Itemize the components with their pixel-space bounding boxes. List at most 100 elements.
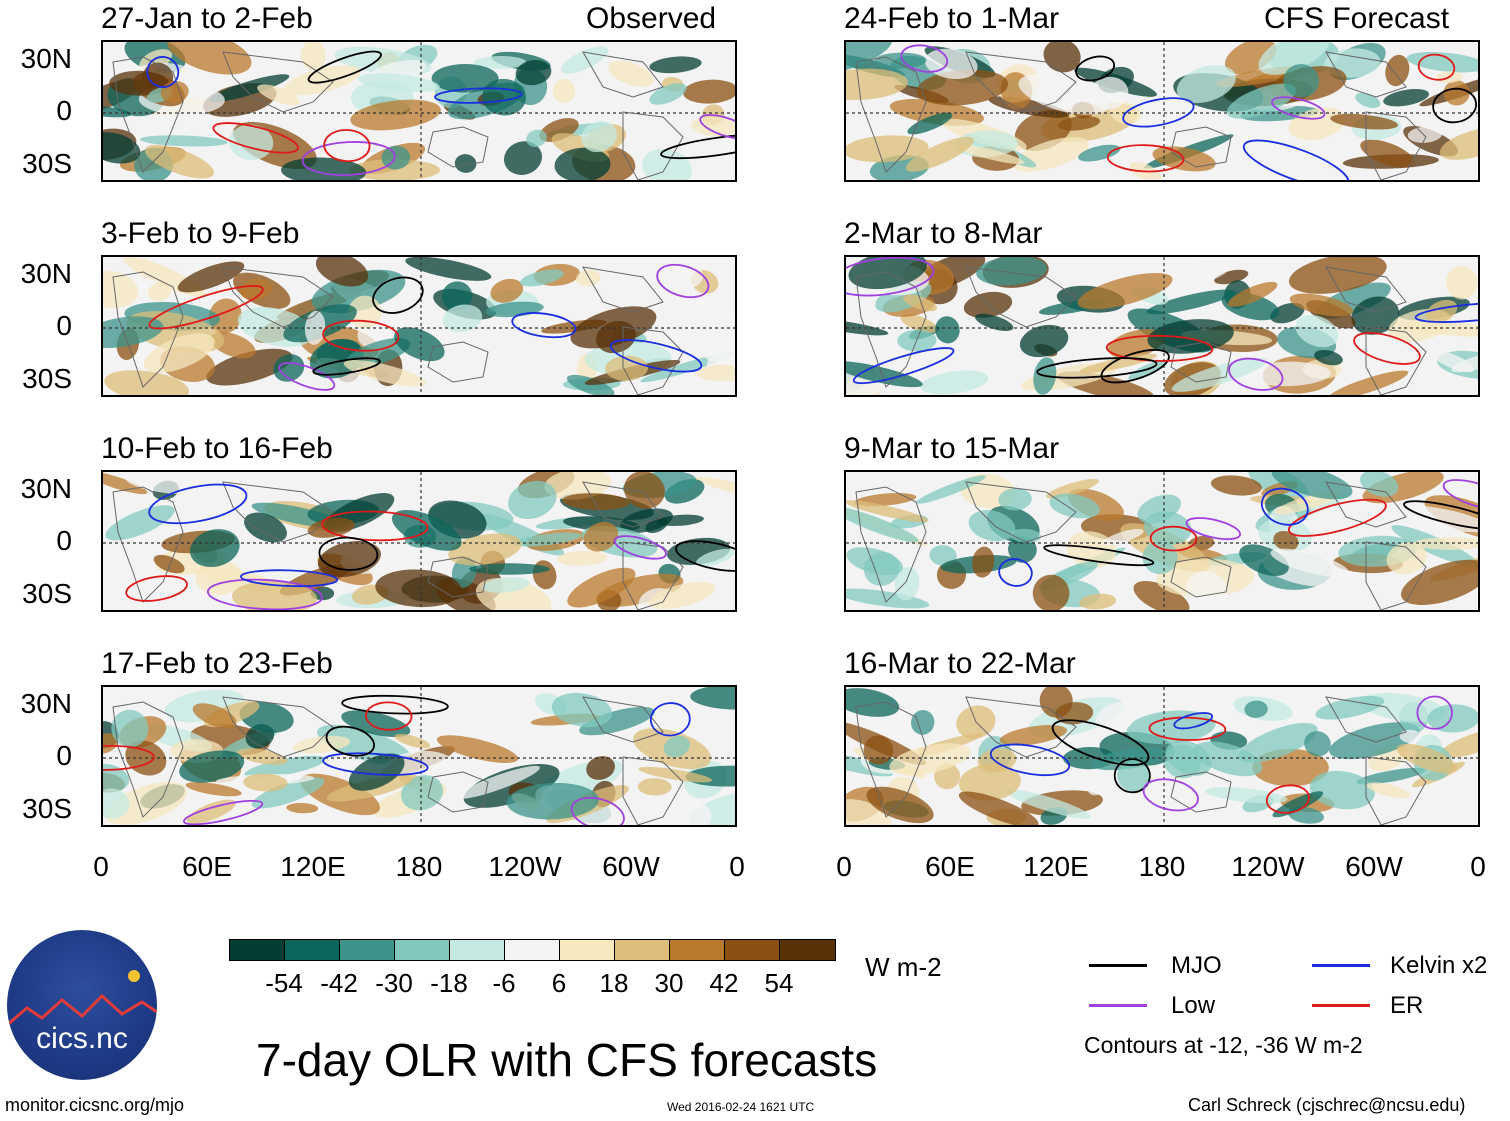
olr-anomaly-blob [103, 316, 164, 349]
panel-subtitle-5: CFS Forecast [1264, 2, 1450, 35]
colorbar-label: -54 [265, 968, 303, 998]
olr-anomaly-blob [1273, 530, 1299, 551]
olr-anomaly-blob [846, 68, 908, 100]
y-tick-30s: 30S [22, 363, 72, 394]
contour-line [660, 133, 735, 160]
contour-line [609, 339, 703, 373]
olr-anomaly-blob [1295, 315, 1339, 348]
olr-anomaly-blob [581, 121, 617, 153]
olr-anomaly-blob [689, 791, 735, 825]
olr-anomaly-blob [508, 480, 557, 519]
olr-anomaly-blob [1439, 128, 1478, 160]
olr-anomaly-blob [1355, 92, 1381, 108]
olr-anomaly-blob [1421, 793, 1458, 815]
olr-map-panel-8 [844, 685, 1480, 827]
contour-line [341, 694, 449, 715]
olr-anomaly-blob [1270, 548, 1350, 578]
olr-anomaly-blob [583, 522, 619, 552]
olr-anomaly-blob [894, 566, 920, 601]
olr-anomaly-blob [1117, 759, 1150, 792]
contour-line [989, 743, 1071, 777]
contour-line [365, 701, 413, 731]
olr-anomaly-blob [557, 550, 607, 566]
coastline [1325, 266, 1407, 313]
olr-anomaly-blob [1171, 357, 1268, 392]
x-tick: 120E [1023, 851, 1089, 882]
olr-anomaly-blob [441, 281, 473, 311]
coastline [1170, 556, 1232, 598]
olr-map-panel-5 [844, 40, 1480, 182]
olr-anomaly-blob [103, 105, 132, 118]
olr-anomaly-blob [436, 735, 519, 763]
olr-anomaly-blob [375, 569, 462, 608]
colorbar-swatch [395, 940, 450, 960]
olr-anomaly-blob [903, 294, 938, 312]
olr-anomaly-blob [257, 84, 301, 106]
x-tick: 0 [836, 851, 852, 882]
olr-anomaly-blob [520, 269, 564, 287]
olr-anomaly-blob [167, 42, 252, 75]
coastline [427, 126, 489, 168]
logo-mountains-icon [7, 970, 157, 1027]
olr-anomaly-blob [663, 735, 690, 758]
contour-line [307, 50, 382, 84]
olr-map-panel-6 [844, 255, 1480, 397]
contour-line [206, 578, 324, 610]
colorbar [229, 939, 836, 961]
contour-line [1149, 525, 1198, 552]
olr-anomaly-blob [910, 710, 935, 735]
olr-anomaly-blob [1272, 791, 1324, 818]
olr-anomaly-blob [1126, 710, 1216, 745]
contour-line [1075, 55, 1116, 82]
olr-anomaly-blob [1227, 281, 1278, 307]
x-tick: 60W [1345, 851, 1403, 882]
olr-anomaly-blob [683, 79, 735, 104]
olr-anomaly-blob [300, 42, 326, 71]
olr-anomaly-blob [1289, 293, 1354, 317]
panel-title-5: 24-Feb to 1-Mar [844, 2, 1060, 35]
olr-anomaly-blob [1399, 729, 1422, 744]
olr-anomaly-blob [147, 282, 172, 302]
colorbar-swatch [560, 940, 615, 960]
coastline [427, 771, 489, 813]
colorbar-label: 18 [599, 968, 629, 998]
olr-anomaly-blob [506, 782, 599, 820]
olr-anomaly-blob [1315, 695, 1385, 720]
olr-anomaly-blob [104, 370, 190, 395]
x-tick: 120E [280, 851, 346, 882]
colorbar-swatch [780, 940, 835, 960]
colorbar-label: -30 [375, 968, 413, 998]
olr-anomaly-blob [1451, 351, 1478, 373]
coastline [1365, 756, 1427, 825]
contour-line [322, 752, 429, 776]
contour-line [511, 312, 577, 339]
olr-anomaly-blob [976, 257, 1047, 286]
contour-line [1148, 716, 1227, 741]
olr-anomaly-blob [1283, 64, 1320, 98]
contour-line [372, 276, 424, 314]
olr-anomaly-blob [1360, 472, 1399, 497]
coastline [112, 56, 184, 173]
contour-line [1043, 544, 1155, 567]
olr-anomaly-blob [1032, 574, 1070, 610]
olr-anomaly-blob [648, 581, 716, 610]
olr-anomaly-blob [691, 116, 735, 137]
olr-anomaly-blob [999, 725, 1068, 746]
x-tick: 180 [1138, 851, 1186, 882]
legend-swatch-er [1312, 1004, 1370, 1007]
olr-anomaly-blob [1193, 741, 1263, 777]
olr-map-svg-2 [103, 257, 735, 395]
cics-logo: cics.nc [7, 930, 157, 1080]
contour-line [1036, 357, 1158, 379]
coastline [1325, 481, 1407, 528]
olr-anomaly-blob [552, 79, 576, 103]
olr-anomaly-blob [349, 159, 440, 180]
olr-anomaly-blob [846, 318, 889, 336]
x-tick: 0 [93, 851, 109, 882]
contour-line [1260, 487, 1309, 526]
olr-anomaly-blob [586, 756, 615, 780]
olr-anomaly-blob [696, 364, 735, 382]
footer-url[interactable]: monitor.cicsnc.org/mjo [5, 1095, 185, 1115]
olr-anomaly-blob [1077, 144, 1121, 162]
contour-line [1416, 695, 1453, 730]
